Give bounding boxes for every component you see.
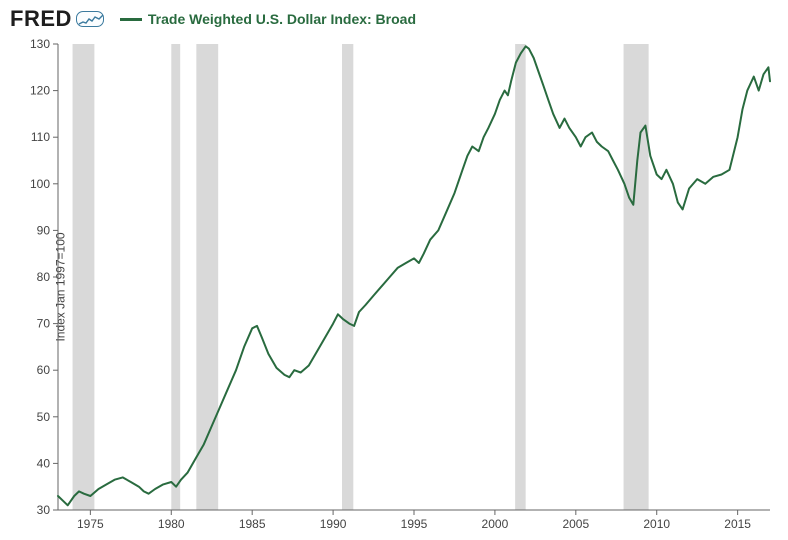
svg-text:40: 40 <box>37 456 51 470</box>
svg-text:50: 50 <box>37 410 51 424</box>
fred-sparkline-icon <box>76 11 104 27</box>
svg-text:30: 30 <box>37 503 51 517</box>
svg-text:1990: 1990 <box>320 517 347 531</box>
svg-text:1995: 1995 <box>401 517 428 531</box>
svg-text:1975: 1975 <box>77 517 104 531</box>
svg-text:130: 130 <box>30 37 50 51</box>
chart-header: FRED Trade Weighted U.S. Dollar Index: B… <box>0 0 788 36</box>
svg-text:1985: 1985 <box>239 517 266 531</box>
svg-text:100: 100 <box>30 177 50 191</box>
svg-text:60: 60 <box>37 363 51 377</box>
svg-text:80: 80 <box>37 270 51 284</box>
fred-logo-text: FRED <box>10 6 72 32</box>
svg-text:2015: 2015 <box>724 517 751 531</box>
plot-area: Index Jan 1997=100 304050607080901001101… <box>0 34 788 540</box>
series-line <box>58 46 770 505</box>
svg-text:110: 110 <box>31 130 50 144</box>
svg-text:1980: 1980 <box>158 517 185 531</box>
svg-text:120: 120 <box>30 84 50 98</box>
svg-text:2005: 2005 <box>562 517 589 531</box>
svg-text:2000: 2000 <box>482 517 509 531</box>
legend: Trade Weighted U.S. Dollar Index: Broad <box>120 11 416 27</box>
svg-text:90: 90 <box>37 223 51 237</box>
legend-swatch <box>120 18 142 21</box>
recession-bands <box>73 44 649 510</box>
svg-text:2010: 2010 <box>643 517 670 531</box>
svg-text:70: 70 <box>37 317 51 331</box>
axes: 30 40 50 60 70 80 90 100 110 120 130 1975 1980 1985 19… <box>30 37 770 531</box>
fred-logo: FRED <box>10 6 104 32</box>
legend-label: Trade Weighted U.S. Dollar Index: Broad <box>148 11 416 27</box>
line-chart: 30 40 50 60 70 80 90 100 110 120 130 1975 1980 1985 19… <box>0 34 788 540</box>
